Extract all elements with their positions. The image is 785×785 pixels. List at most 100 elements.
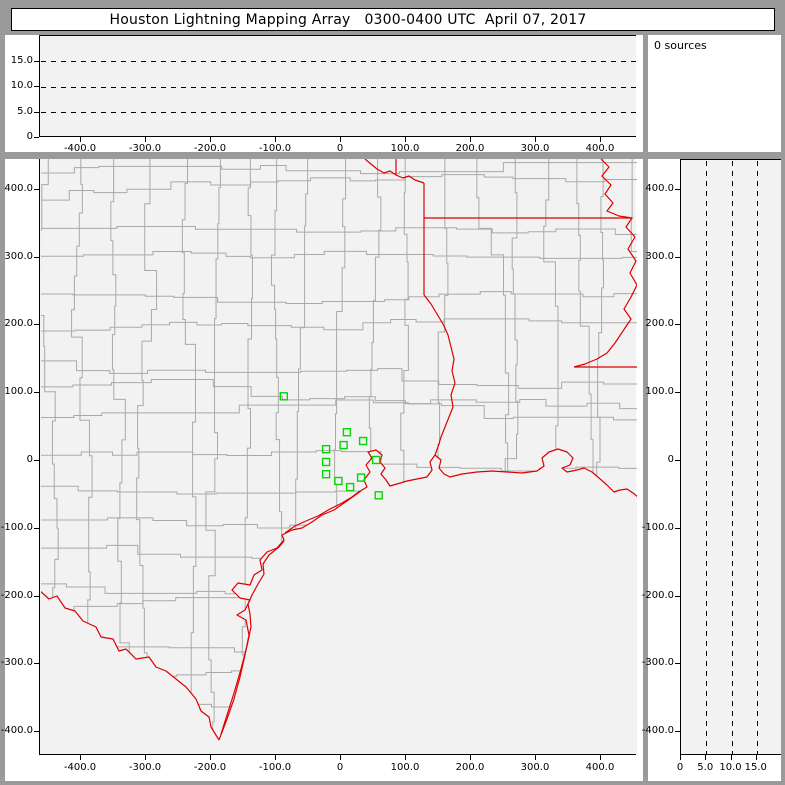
y-tick-mark (675, 257, 680, 258)
tick-label: 0 (336, 143, 344, 154)
tick-label: 0 (676, 762, 684, 773)
county-line (181, 159, 203, 754)
tick-label: -100.0 (258, 762, 292, 773)
tick-label: 15.0 (744, 762, 767, 773)
y-tick-mark (34, 663, 39, 664)
tick-label: -400.0 (63, 762, 97, 773)
county-line (205, 159, 221, 754)
x-tick-mark (275, 137, 276, 142)
x-tick-mark (405, 755, 406, 760)
tick-label: 400.0 (585, 143, 615, 154)
tick-label: 400.0 (645, 182, 674, 194)
tick-label: 300.0 (520, 762, 550, 773)
county-line (41, 318, 637, 332)
tick-label: 300.0 (4, 250, 33, 262)
rio-grande-border (41, 590, 220, 741)
x-tick-mark (705, 755, 706, 760)
gulf-of-mexico-water (41, 449, 637, 754)
county-line (41, 360, 637, 389)
lma-station-marker (371, 455, 381, 465)
tick-label: 5.0 (17, 105, 33, 117)
tick-label: 200.0 (4, 318, 33, 330)
state-boundaries-layer (41, 159, 637, 741)
altitude-gridline (41, 86, 636, 88)
lma-station-marker (345, 482, 355, 492)
tick-label: -100.0 (641, 521, 674, 533)
tick-label: -200.0 (0, 589, 33, 601)
y-tick-mark (675, 596, 680, 597)
mississippi-river-border (573, 159, 637, 368)
y-tick-mark (34, 596, 39, 597)
lma-stations-layer (279, 392, 383, 500)
lma-station-marker (334, 476, 343, 486)
x-tick-mark (680, 755, 681, 760)
y-tick-mark (34, 731, 39, 732)
x-tick-mark (80, 137, 81, 142)
county-line (41, 225, 637, 236)
tick-label: -200.0 (641, 589, 674, 601)
tick-label: 400.0 (4, 182, 33, 194)
tick-label: 300.0 (520, 143, 550, 154)
tick-label: -300.0 (0, 657, 33, 669)
tick-label: -400.0 (641, 725, 674, 737)
y-tick-mark (675, 189, 680, 190)
lma-station-marker (321, 470, 331, 479)
county-line (41, 399, 637, 421)
plan-view-map-panel: 400.0 300.0 200.0 100.0 0 -100.0 -200.0 -300.0 -… (1, 159, 643, 781)
y-tick-mark (34, 392, 39, 393)
altitude-ns-plot (680, 159, 781, 755)
y-tick-mark (675, 731, 680, 732)
tick-label: 10.0 (719, 762, 742, 773)
x-tick-mark (275, 755, 276, 760)
altitude-gridline (41, 61, 636, 62)
y-tick-mark (34, 257, 39, 258)
lma-station-marker (339, 440, 348, 450)
x-tick-mark (535, 755, 536, 760)
plan-view-map-plot (39, 159, 637, 755)
x-tick-mark (756, 755, 757, 760)
y-tick-mark (675, 460, 680, 461)
lma-station-marker (321, 445, 331, 454)
county-line (41, 291, 637, 304)
x-tick-mark (340, 137, 341, 142)
x-tick-mark (210, 137, 211, 142)
tick-label: -100.0 (258, 143, 292, 154)
tick-label: -200.0 (193, 762, 227, 773)
y-tick-mark (675, 528, 680, 529)
lma-station-marker (342, 428, 352, 437)
lma-station-marker (356, 473, 366, 482)
sources-panel: 0 sources (648, 35, 781, 152)
sources-count-label: 0 sources (654, 39, 707, 52)
altitude-gridline (757, 161, 758, 754)
red-river-border (364, 159, 425, 184)
x-tick-mark (80, 755, 81, 760)
tick-label: 0 (26, 454, 33, 465)
y-tick-mark (34, 324, 39, 325)
y-tick-mark (34, 61, 39, 62)
page-title: Houston Lightning Mapping Array 0300-040… (109, 11, 587, 28)
y-tick-mark (34, 189, 39, 190)
tick-label: 0 (667, 454, 674, 465)
county-line (41, 250, 637, 259)
sabine-river-border (423, 294, 456, 456)
y-tick-mark (34, 528, 39, 529)
x-tick-mark (600, 755, 601, 760)
x-tick-mark (731, 755, 732, 760)
x-tick-mark (535, 137, 536, 142)
y-tick-mark (34, 112, 39, 113)
county-line (41, 162, 637, 175)
tick-label: 0 (26, 131, 33, 142)
tick-label: -300.0 (128, 762, 162, 773)
x-tick-mark (145, 137, 146, 142)
y-tick-mark (34, 86, 39, 87)
tick-label: -400.0 (63, 143, 97, 154)
tick-label: 0 (336, 762, 344, 773)
y-tick-mark (34, 137, 39, 138)
county-line (41, 378, 637, 410)
title-bar: Houston Lightning Mapping Array 0300-040… (11, 8, 775, 31)
x-tick-mark (470, 755, 471, 760)
lma-station-marker (279, 392, 289, 401)
tick-label: 100.0 (390, 762, 420, 773)
county-line (41, 174, 637, 201)
